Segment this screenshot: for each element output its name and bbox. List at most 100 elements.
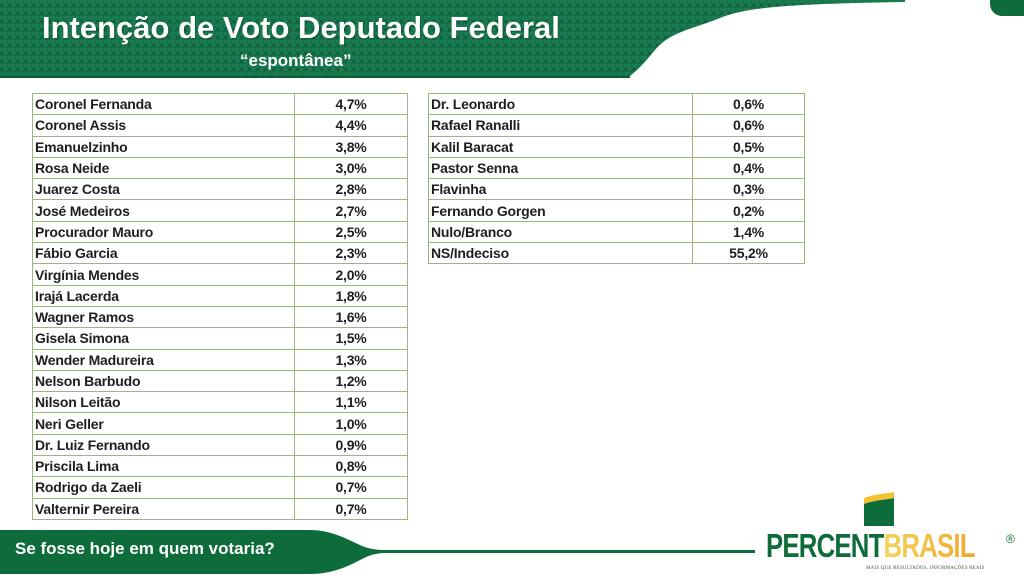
table-row: Dr. Luiz Fernando 0,9% [32, 433, 408, 457]
candidate-percent: 0,3% [692, 178, 805, 201]
header-background [0, 0, 905, 78]
logo-percent: PERCENT [766, 527, 884, 564]
candidate-percent: 4,7% [294, 92, 408, 116]
candidates-table-right: Dr. Leonardo 0,6% Rafael Ranalli 0,6% Kali… [428, 92, 805, 265]
table-row: NS/Indeciso 55,2% [428, 242, 805, 265]
candidate-name: Wender Madureira [32, 348, 295, 371]
table-row: Irajá Lacerda 1,8% [32, 284, 408, 307]
candidate-percent: 1,2% [294, 369, 408, 393]
flag-icon [864, 492, 894, 526]
candidate-name: Dr. Leonardo [428, 92, 693, 116]
candidate-percent: 1,3% [294, 348, 408, 371]
footer-banner [0, 530, 755, 574]
candidate-name: Rosa Neide [32, 156, 295, 180]
table-row: Fábio Garcia 2,3% [32, 242, 408, 265]
candidate-percent: 3,0% [294, 156, 408, 180]
table-row: Wagner Ramos 1,6% [32, 305, 408, 329]
candidate-percent: 2,0% [294, 263, 408, 286]
candidate-percent: 2,8% [294, 178, 408, 201]
candidate-percent: 1,1% [294, 391, 408, 414]
table-row: Fernando Gorgen 0,2% [428, 199, 805, 222]
candidate-percent: 0,2% [692, 199, 805, 222]
candidate-percent: 0,7% [294, 476, 408, 499]
candidate-percent: 1,0% [294, 412, 408, 435]
candidate-name: Neri Geller [32, 412, 295, 435]
candidate-percent: 1,8% [294, 284, 408, 307]
candidate-name: Fábio Garcia [32, 242, 295, 265]
undecided-percent: 55,2% [692, 242, 805, 265]
table-row: Juarez Costa 2,8% [32, 178, 408, 201]
table-row: Rosa Neide 3,0% [32, 156, 408, 180]
candidate-percent: 3,8% [294, 135, 408, 158]
candidate-name: Kalil Baracat [428, 135, 693, 158]
table-row: Gisela Simona 1,5% [32, 327, 408, 350]
candidate-percent: 0,8% [294, 455, 408, 478]
candidate-name: Juarez Costa [32, 178, 295, 201]
table-row: Nelson Barbudo 1,2% [32, 369, 408, 393]
null-blank-label: Nulo/Branco [428, 220, 693, 244]
candidate-percent: 1,6% [294, 305, 408, 329]
table-row: Dr. Leonardo 0,6% [428, 92, 805, 116]
candidate-name: Priscila Lima [32, 455, 295, 478]
candidate-percent: 4,4% [294, 114, 408, 137]
table-row: Wender Madureira 1,3% [32, 348, 408, 371]
candidate-name: Virgínia Mendes [32, 263, 295, 286]
table-row: Rodrigo da Zaeli 0,7% [32, 476, 408, 499]
percentbrasil-logo: PERCENTBRASIL ® MAIS QUE RESULTADOS, INF… [762, 488, 1024, 576]
candidates-table-left: Coronel Fernanda 4,7% Coronel Assis 4,4% E… [32, 92, 408, 520]
logo-brasil: BRASIL [883, 527, 976, 564]
undecided-label: NS/Indeciso [428, 242, 693, 265]
candidate-name: Procurador Mauro [32, 220, 295, 244]
candidate-name: Fernando Gorgen [428, 199, 693, 222]
candidate-percent: 0,6% [692, 92, 805, 116]
candidate-name: Flavinha [428, 178, 693, 201]
candidate-name: José Medeiros [32, 199, 295, 222]
survey-question: Se fosse hoje em quem votaria? [15, 539, 275, 558]
null-blank-percent: 1,4% [692, 220, 805, 244]
registered-mark: ® [1006, 532, 1015, 546]
candidate-name: Nelson Barbudo [32, 369, 295, 393]
logo-wordmark: PERCENTBRASIL [766, 528, 975, 564]
corner-decoration [990, 0, 1024, 16]
table-row: Coronel Assis 4,4% [32, 114, 408, 137]
candidate-name: Emanuelzinho [32, 135, 295, 158]
candidate-percent: 0,9% [294, 433, 408, 457]
table-row: Emanuelzinho 3,8% [32, 135, 408, 158]
candidate-name: Nilson Leitão [32, 391, 295, 414]
candidate-name: Rafael Ranalli [428, 114, 693, 137]
candidate-name: Pastor Senna [428, 156, 693, 180]
table-row: Virgínia Mendes 2,0% [32, 263, 408, 286]
table-row: Procurador Mauro 2,5% [32, 220, 408, 244]
table-row: Coronel Fernanda 4,7% [32, 92, 408, 116]
candidate-percent: 0,4% [692, 156, 805, 180]
logo-tagline: MAIS QUE RESULTADOS, INFORMAÇÕES REAIS [866, 566, 985, 571]
table-row: Valternir Pereira 0,7% [32, 497, 408, 520]
table-row: Nilson Leitão 1,1% [32, 391, 408, 414]
candidate-percent: 0,5% [692, 135, 805, 158]
candidate-percent: 2,7% [294, 199, 408, 222]
table-row: José Medeiros 2,7% [32, 199, 408, 222]
page-subtitle: “espontânea” [240, 51, 352, 70]
candidate-percent: 0,7% [294, 497, 408, 520]
candidate-name: Dr. Luiz Fernando [32, 433, 295, 457]
candidate-percent: 2,3% [294, 242, 408, 265]
candidate-name: Irajá Lacerda [32, 284, 295, 307]
candidate-name: Gisela Simona [32, 327, 295, 350]
candidate-name: Coronel Fernanda [32, 92, 295, 116]
candidate-name: Rodrigo da Zaeli [32, 476, 295, 499]
table-row: Pastor Senna 0,4% [428, 156, 805, 180]
table-row: Rafael Ranalli 0,6% [428, 114, 805, 137]
candidate-percent: 0,6% [692, 114, 805, 137]
page-title: Intenção de Voto Deputado Federal [42, 10, 560, 45]
candidate-name: Valternir Pereira [32, 497, 295, 520]
candidate-percent: 1,5% [294, 327, 408, 350]
table-row: Kalil Baracat 0,5% [428, 135, 805, 158]
table-row: Nulo/Branco 1,4% [428, 220, 805, 244]
table-row: Flavinha 0,3% [428, 178, 805, 201]
candidate-name: Coronel Assis [32, 114, 295, 137]
table-row: Neri Geller 1,0% [32, 412, 408, 435]
table-row: Priscila Lima 0,8% [32, 455, 408, 478]
header-banner: Intenção de Voto Deputado Federal “espon… [0, 0, 1024, 80]
candidate-name: Wagner Ramos [32, 305, 295, 329]
candidate-percent: 2,5% [294, 220, 408, 244]
